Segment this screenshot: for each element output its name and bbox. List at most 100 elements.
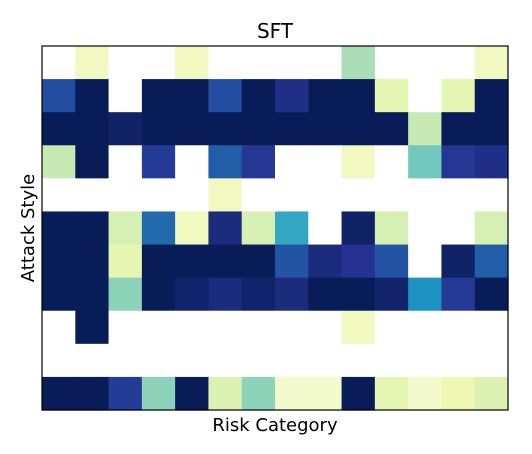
heatmap-cell-r0-c11 <box>408 46 443 80</box>
heatmap-cell-r1-c6 <box>241 79 276 113</box>
heatmap-cell-r8-c6 <box>241 310 276 345</box>
heatmap-cell-r10-c8 <box>308 376 343 411</box>
heatmap-cell-r3-c12 <box>441 145 476 179</box>
heatmap-cell-r0-c8 <box>308 46 343 80</box>
heatmap-cell-r9-c10 <box>374 343 409 378</box>
heatmap-cell-r9-c9 <box>341 343 376 378</box>
heatmap-cell-r1-c12 <box>441 79 476 113</box>
heatmap-cell-r8-c4 <box>175 310 210 345</box>
heatmap-cell-r4-c3 <box>141 178 176 213</box>
heatmap-cell-r4-c5 <box>208 178 243 213</box>
chart-title: SFT <box>257 19 294 43</box>
heatmap-cell-r8-c7 <box>275 310 309 345</box>
heatmap-cell-r0-c5 <box>208 46 243 80</box>
heatmap-cell-r2-c8 <box>308 112 343 146</box>
heatmap-cell-r2-c3 <box>141 112 176 146</box>
plot-frame <box>41 45 509 411</box>
heatmap-cell-r9-c0 <box>42 343 76 378</box>
heatmap-cell-r9-c6 <box>241 343 276 378</box>
heatmap-cell-r6-c6 <box>241 244 276 279</box>
heatmap-cell-r10-c13 <box>474 376 509 411</box>
heatmap-cell-r3-c13 <box>474 145 509 179</box>
heatmap-cell-r3-c2 <box>108 145 143 179</box>
heatmap-cell-r6-c1 <box>75 244 110 279</box>
heatmap-cell-r8-c11 <box>408 310 443 345</box>
heatmap-cell-r4-c2 <box>108 178 143 213</box>
heatmap-cell-r5-c10 <box>374 211 409 246</box>
heatmap-cell-r4-c9 <box>341 178 376 213</box>
heatmap-cell-r9-c3 <box>141 343 176 378</box>
heatmap-cell-r1-c5 <box>208 79 243 113</box>
y-axis-label: Attack Style <box>18 174 39 282</box>
heatmap-cell-r4-c0 <box>42 178 76 213</box>
heatmap-cell-r9-c12 <box>441 343 476 378</box>
heatmap-cell-r8-c8 <box>308 310 343 345</box>
heatmap-cell-r6-c8 <box>308 244 343 279</box>
heatmap-cell-r10-c2 <box>108 376 143 411</box>
heatmap-cell-r8-c1 <box>75 310 110 345</box>
heatmap-cell-r3-c6 <box>241 145 276 179</box>
heatmap-cell-r6-c10 <box>374 244 409 279</box>
heatmap-cells <box>42 46 509 411</box>
heatmap-cell-r7-c8 <box>308 277 343 312</box>
heatmap-cell-r10-c11 <box>408 376 443 411</box>
heatmap-cell-r7-c13 <box>474 277 509 312</box>
heatmap-cell-r10-c7 <box>275 376 309 411</box>
heatmap-cell-r9-c2 <box>108 343 143 378</box>
heatmap-cell-r1-c9 <box>341 79 376 113</box>
heatmap-cell-r8-c12 <box>441 310 476 345</box>
heatmap-cell-r8-c5 <box>208 310 243 345</box>
heatmap-cell-r1-c8 <box>308 79 343 113</box>
heatmap-cell-r5-c12 <box>441 211 476 246</box>
heatmap-cell-r1-c13 <box>474 79 509 113</box>
heatmap-cell-r7-c1 <box>75 277 110 312</box>
heatmap-cell-r2-c12 <box>441 112 476 146</box>
heatmap-cell-r10-c6 <box>241 376 276 411</box>
heatmap-cell-r0-c9 <box>341 46 376 80</box>
heatmap-cell-r0-c12 <box>441 46 476 80</box>
heatmap-cell-r7-c5 <box>208 277 243 312</box>
heatmap-cell-r0-c1 <box>75 46 110 80</box>
heatmap-cell-r9-c13 <box>474 343 509 378</box>
heatmap-cell-r8-c0 <box>42 310 76 345</box>
heatmap-cell-r6-c11 <box>408 244 443 279</box>
heatmap-cell-r5-c9 <box>341 211 376 246</box>
heatmap-cell-r2-c7 <box>275 112 309 146</box>
heatmap-cell-r3-c11 <box>408 145 443 179</box>
heatmap-cell-r10-c10 <box>374 376 409 411</box>
heatmap-cell-r10-c12 <box>441 376 476 411</box>
heatmap-cell-r5-c3 <box>141 211 176 246</box>
heatmap-cell-r0-c6 <box>241 46 276 80</box>
heatmap-cell-r9-c11 <box>408 343 443 378</box>
heatmap-cell-r4-c8 <box>308 178 343 213</box>
heatmap-cell-r9-c4 <box>175 343 210 378</box>
heatmap-cell-r10-c3 <box>141 376 176 411</box>
heatmap-cell-r7-c9 <box>341 277 376 312</box>
heatmap-cell-r3-c4 <box>175 145 210 179</box>
heatmap-cell-r2-c0 <box>42 112 76 146</box>
heatmap-cell-r3-c9 <box>341 145 376 179</box>
heatmap-cell-r7-c4 <box>175 277 210 312</box>
heatmap-cell-r5-c8 <box>308 211 343 246</box>
heatmap-cell-r2-c10 <box>374 112 409 146</box>
heatmap-cell-r10-c9 <box>341 376 376 411</box>
heatmap-cell-r5-c11 <box>408 211 443 246</box>
heatmap-cell-r2-c9 <box>341 112 376 146</box>
heatmap-cell-r1-c4 <box>175 79 210 113</box>
heatmap-cell-r7-c2 <box>108 277 143 312</box>
heatmap-cell-r3-c7 <box>275 145 309 179</box>
heatmap-cell-r4-c1 <box>75 178 110 213</box>
heatmap-cell-r2-c4 <box>175 112 210 146</box>
heatmap-cell-r7-c6 <box>241 277 276 312</box>
heatmap-cell-r2-c5 <box>208 112 243 146</box>
heatmap-cell-r7-c10 <box>374 277 409 312</box>
heatmap-cell-r1-c0 <box>42 79 76 113</box>
heatmap-cell-r5-c7 <box>275 211 309 246</box>
heatmap-cell-r2-c1 <box>75 112 110 146</box>
heatmap-cell-r9-c8 <box>308 343 343 378</box>
heatmap-cell-r7-c12 <box>441 277 476 312</box>
heatmap-cell-r5-c1 <box>75 211 110 246</box>
heatmap-cell-r6-c9 <box>341 244 376 279</box>
heatmap-cell-r4-c13 <box>474 178 509 213</box>
